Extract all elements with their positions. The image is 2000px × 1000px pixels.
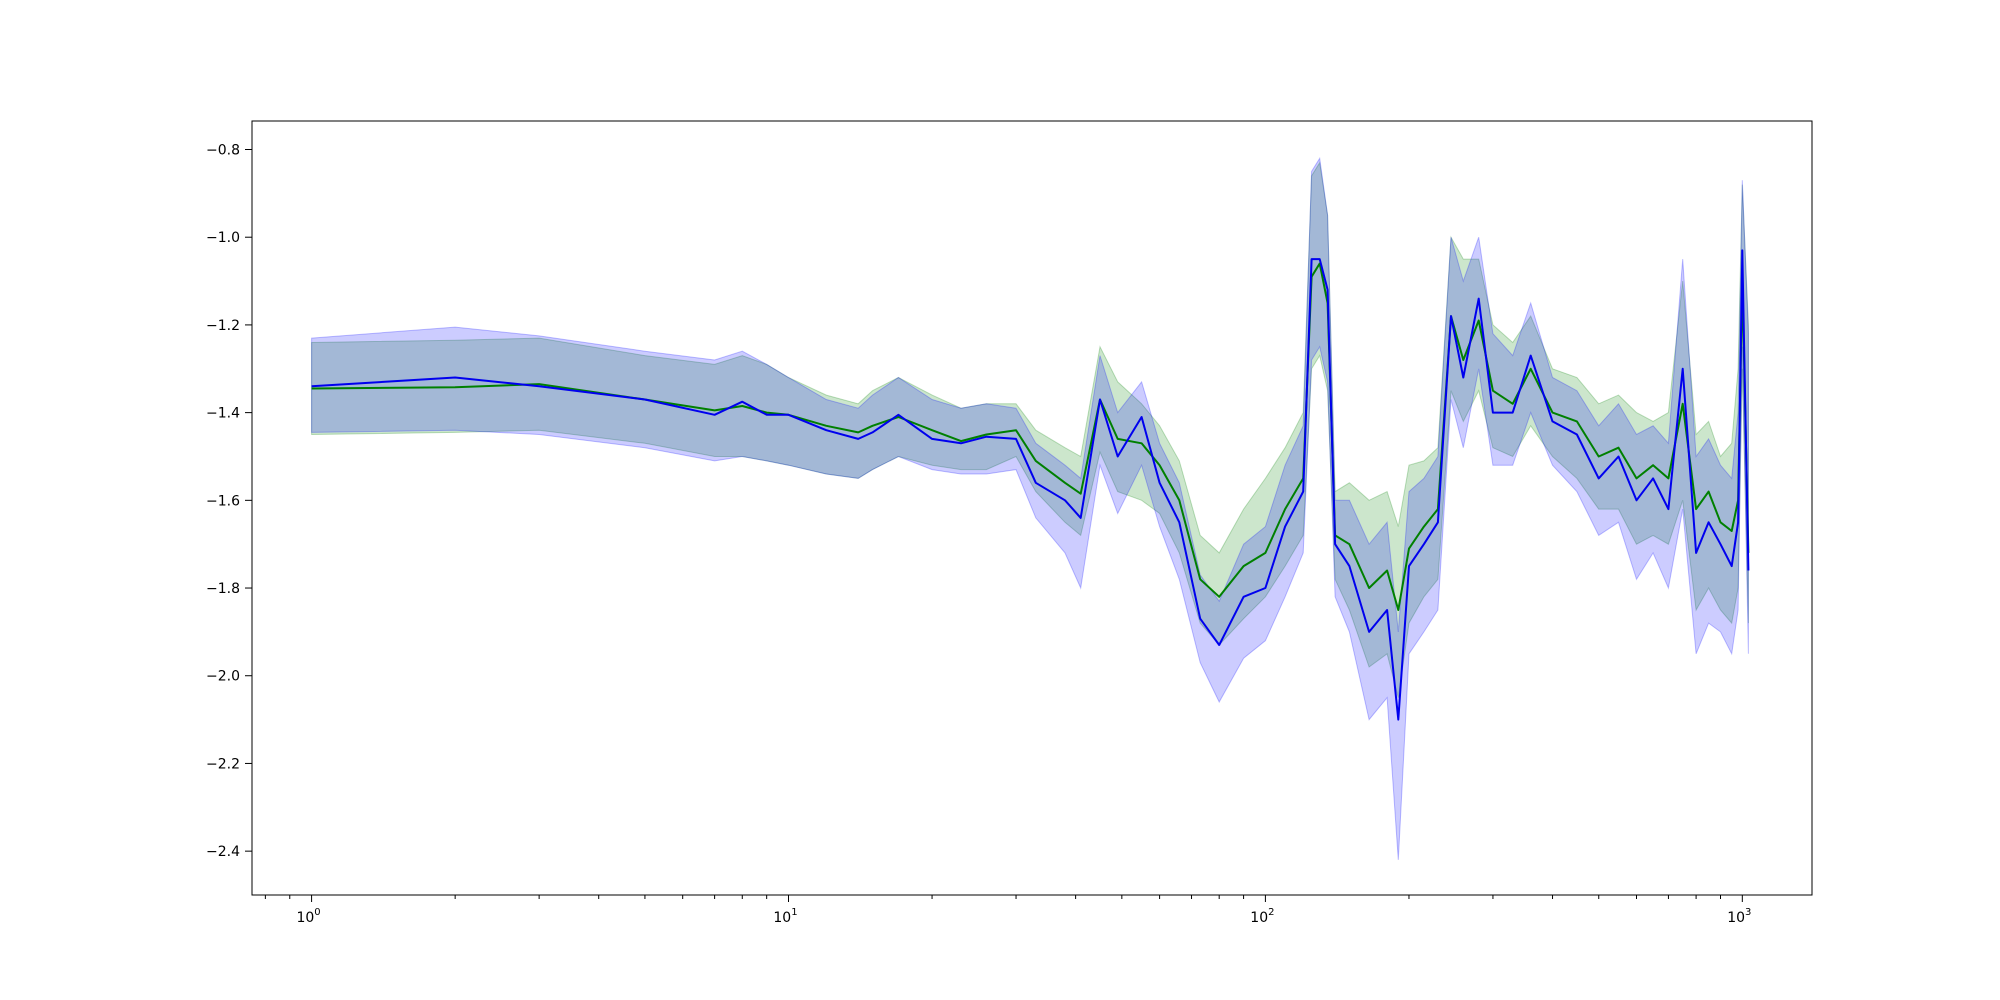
plot-frame [251, 120, 1813, 896]
series-2-line [311, 249, 1750, 721]
y-tick-label: −1.6 [206, 493, 240, 509]
x-axis: 100 101 102 103 [264, 895, 1751, 926]
series-2-band [311, 156, 1749, 860]
series-1-line [311, 262, 1750, 611]
confidence-bands [311, 156, 1749, 860]
y-tick-label: −1.8 [206, 581, 240, 597]
series-1-band [311, 161, 1749, 698]
x-tick-label: 101 [773, 907, 797, 926]
y-tick-label: −1.0 [206, 230, 240, 246]
y-tick-label: −2.4 [206, 844, 240, 860]
y-tick-label: −1.4 [206, 406, 240, 422]
x-tick-label: 102 [1250, 907, 1274, 926]
y-tick-label: −2.0 [206, 669, 240, 685]
series-lines [311, 249, 1750, 721]
y-tick-label: −1.2 [206, 318, 240, 334]
y-axis: −0.8 −1.0 −1.2 −1.4 −1.6 −1.8 −2.0 −2.2 −2.4 [206, 143, 252, 860]
x-tick-label: 100 [296, 907, 320, 926]
y-tick-label: −0.8 [206, 143, 240, 159]
x-tick-label: 103 [1727, 907, 1751, 926]
y-tick-label: −2.2 [206, 756, 240, 772]
